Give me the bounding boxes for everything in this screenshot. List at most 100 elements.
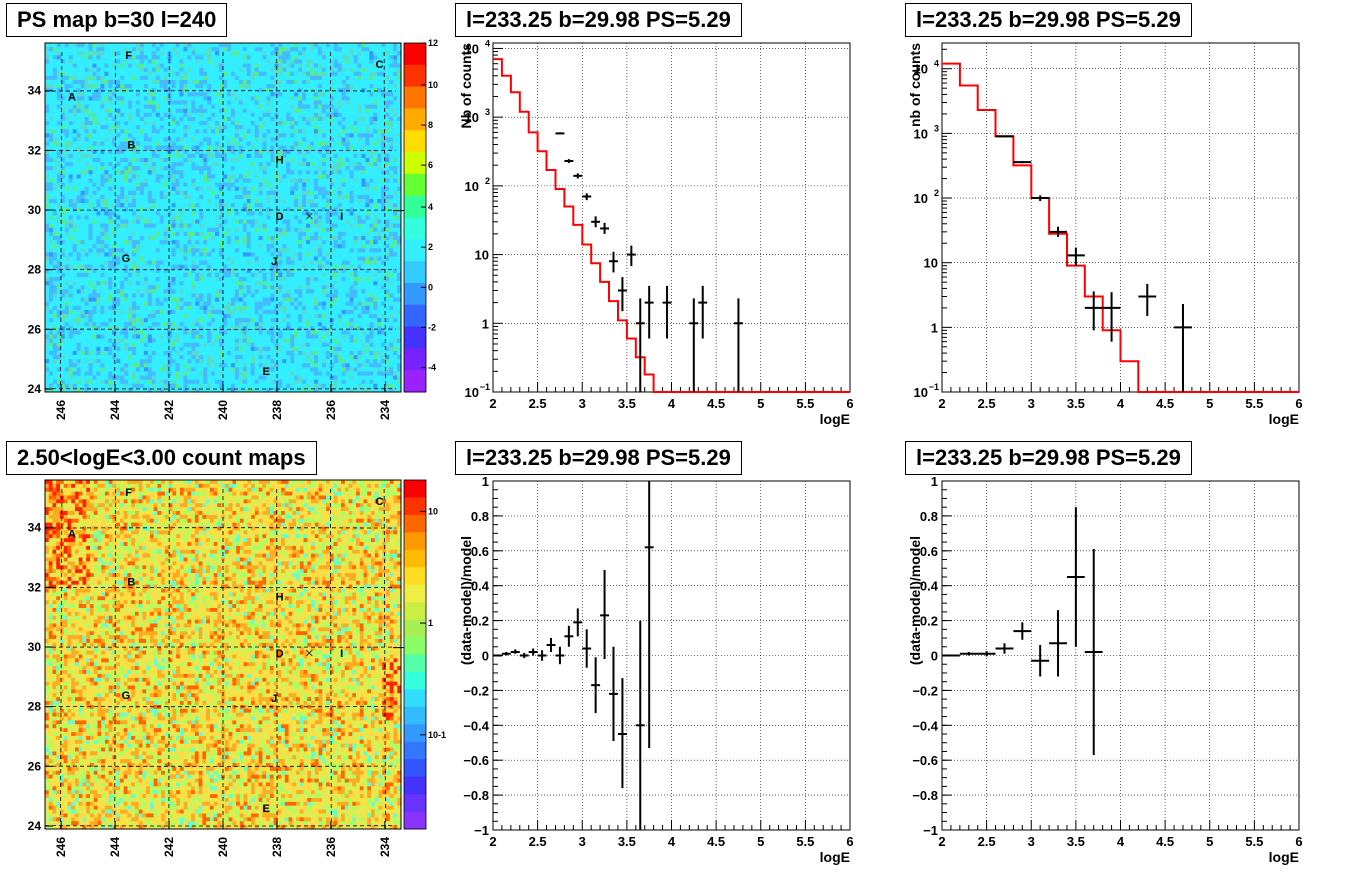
data-point [600, 222, 610, 234]
data-point [1049, 226, 1067, 237]
x-tick-label: 246 [54, 400, 68, 420]
x-tick-label: 244 [108, 400, 122, 420]
x-tick-label: 246 [54, 837, 68, 857]
colorbar-tick-label: 8 [428, 120, 433, 130]
y-tick-exponent: −1 [480, 382, 490, 392]
y-tick-label: 10 [465, 179, 479, 194]
grid [941, 480, 1300, 831]
x-tick-label: 4.5 [707, 834, 725, 849]
y-tick-label: 24 [28, 382, 42, 396]
grid-meridian [276, 49, 278, 393]
data-point [1102, 292, 1121, 342]
y-tick-label: −0.8 [463, 788, 489, 803]
data-point [564, 625, 574, 647]
y-tick-label: −0.8 [912, 788, 938, 803]
data-point [1084, 549, 1103, 755]
data-point [626, 245, 636, 267]
spectrum-1-title: l=233.25 b=29.98 PS=5.29 [455, 3, 742, 37]
y-tick-exponent: 4 [485, 38, 490, 48]
x-tick-label: 5.5 [1245, 834, 1263, 849]
grid-meridian [168, 486, 170, 830]
y-tick-exponent: −1 [929, 382, 939, 392]
data-point [644, 481, 654, 748]
y-tick-label: 10 [914, 126, 928, 141]
colorbar-tick-label: 1 [428, 618, 433, 628]
data-point [617, 678, 627, 789]
data-point [573, 608, 583, 637]
x-axis-label: logE [1269, 411, 1299, 427]
y-tick-label: −0.6 [912, 753, 938, 768]
source-label-b: B [127, 139, 135, 151]
data-point [546, 638, 556, 653]
y-tick-exponent: 2 [485, 176, 490, 186]
grid-meridian [276, 486, 278, 830]
x-axis-label: logE [820, 411, 850, 427]
data-point [995, 135, 1014, 138]
data-point [942, 654, 960, 657]
x-tick-label: 240 [216, 400, 230, 420]
source-label-c: C [375, 59, 383, 71]
data-point [617, 277, 627, 312]
grid-meridian [383, 485, 386, 830]
y-tick-label: 0 [931, 649, 938, 664]
data-point [635, 620, 645, 830]
source-label-i: I [340, 211, 343, 223]
y-tick-label: 28 [28, 700, 42, 714]
y-tick-label: 10 [475, 248, 489, 263]
x-tick-label: 2 [489, 396, 496, 411]
data-point [555, 132, 565, 135]
residual-2-plot: 2 2.5 3 3.5 4 4.5 5 5.5 6 −1 −0.8 −0.6 −0.4 −0.2 0 0.2 0… [907, 474, 1303, 865]
y-tick-exponent: 4 [934, 59, 939, 69]
x-tick-label: 5.5 [796, 396, 814, 411]
x-tick-label: 5 [1206, 834, 1213, 849]
data-point [493, 654, 502, 657]
candidate-marker [306, 649, 313, 657]
source-label-j: J [271, 256, 277, 268]
x-tick-label: 3.5 [1067, 396, 1085, 411]
source-label-d: D [276, 648, 284, 660]
x-tick-label: 2 [938, 396, 945, 411]
y-tick-label: 32 [28, 143, 42, 157]
ps-map-heatmap-cells [45, 43, 402, 393]
data-point [510, 649, 520, 654]
y-tick-label: 30 [28, 203, 42, 217]
y-tick-label: −0.4 [912, 718, 938, 733]
y-axis-label: Nb of counts [458, 43, 474, 129]
y-tick-label: −0.4 [463, 718, 489, 733]
x-tick-label: 236 [324, 837, 338, 857]
y-tick-label: 10 [465, 41, 479, 56]
x-tick-label: 4.5 [1156, 834, 1174, 849]
grid-meridian [60, 48, 63, 393]
source-label-d: D [276, 211, 284, 223]
data-point [564, 159, 574, 164]
residual-2-title: l=233.25 b=29.98 PS=5.29 [905, 441, 1192, 475]
data-point [591, 657, 601, 714]
data-point [644, 285, 654, 339]
data-point [591, 216, 601, 228]
x-axis-label: logE [820, 849, 850, 865]
y-tick-label: 0.6 [471, 544, 489, 559]
y-tick-label: 32 [28, 580, 42, 594]
source-label-e: E [262, 366, 269, 378]
y-tick-label: 0 [482, 649, 489, 664]
data-point [995, 643, 1014, 654]
y-tick-label: 10 [914, 62, 928, 77]
x-tick-label: 5.5 [796, 834, 814, 849]
x-tick-label: 5 [757, 396, 764, 411]
x-tick-label: 2.5 [978, 396, 996, 411]
data-point [537, 650, 547, 661]
y-tick-label: 0.6 [920, 544, 938, 559]
y-tick-label: 0.8 [471, 509, 489, 524]
spectrum-2-title: l=233.25 b=29.98 PS=5.29 [905, 3, 1192, 37]
y-tick-label: 24 [28, 819, 42, 833]
grid-meridian [114, 49, 116, 392]
data-point [582, 629, 592, 668]
y-tick-label: 0.4 [471, 579, 490, 594]
source-label-a: A [68, 529, 76, 541]
source-label-f: F [125, 487, 132, 499]
x-tick-label: 2 [938, 834, 945, 849]
y-tick-label: −1 [923, 823, 938, 838]
data-point [698, 285, 708, 339]
y-axis-label: nb of counts [907, 43, 923, 127]
x-tick-label: 4 [1117, 396, 1125, 411]
